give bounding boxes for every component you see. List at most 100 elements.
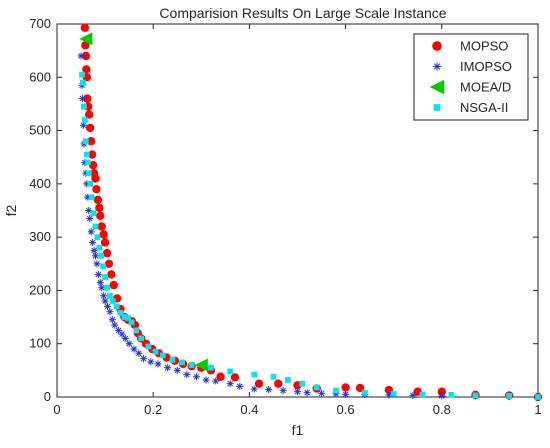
data-point [89, 238, 97, 246]
data-point [78, 95, 86, 103]
data-point [140, 355, 148, 363]
data-point [106, 308, 114, 316]
data-point [419, 391, 426, 398]
data-point [117, 309, 124, 316]
data-point [100, 263, 107, 270]
data-point [96, 278, 104, 286]
series-moea-d [79, 32, 208, 372]
data-point [361, 389, 368, 396]
data-point [86, 214, 94, 222]
legend-marker [429, 79, 445, 95]
data-point [81, 103, 87, 110]
data-point [285, 377, 291, 383]
data-point [80, 79, 86, 86]
data-point [87, 150, 97, 159]
data-point [159, 352, 166, 359]
data-point [97, 222, 106, 231]
data-point [104, 302, 112, 310]
data-point [313, 384, 320, 391]
data-point [107, 270, 116, 279]
y-tick-label: 600 [29, 69, 51, 84]
data-point [111, 321, 119, 329]
data-point [91, 174, 100, 183]
data-point [135, 349, 143, 357]
plot-frame [56, 23, 539, 398]
data-point [85, 110, 94, 119]
data-point [93, 260, 101, 268]
data-point [98, 252, 105, 259]
data-point [227, 368, 234, 375]
data-point [147, 358, 155, 366]
data-point [270, 373, 277, 380]
data-point [121, 314, 128, 320]
data-point [90, 246, 98, 254]
data-point [250, 385, 258, 393]
data-point [82, 138, 89, 145]
y-tick-label: 500 [29, 123, 51, 138]
data-point [133, 327, 140, 334]
data-point [318, 389, 326, 397]
data-point [128, 319, 135, 326]
data-point [83, 180, 91, 188]
data-point [87, 180, 94, 187]
data-point [390, 390, 397, 397]
data-point [82, 65, 91, 74]
data-point [179, 359, 185, 366]
data-point [107, 292, 113, 299]
data-point [104, 284, 110, 291]
data-point [96, 211, 105, 221]
data-point [341, 383, 350, 392]
data-point [94, 234, 101, 241]
data-point [125, 315, 132, 322]
data-point [192, 373, 200, 381]
y-tick-label: 100 [29, 336, 51, 351]
data-point [183, 371, 191, 379]
data-point [104, 259, 114, 268]
data-point [121, 334, 129, 342]
series-imopso [77, 52, 542, 401]
data-point [385, 391, 393, 399]
data-point [101, 297, 109, 305]
data-points [77, 23, 543, 402]
data-point [118, 330, 126, 338]
data-point [93, 195, 103, 205]
data-point [96, 244, 103, 251]
data-point [173, 366, 181, 374]
y-tick-label: 0 [44, 389, 51, 404]
data-point [506, 393, 513, 399]
data-point [194, 358, 208, 372]
data-point [92, 223, 99, 230]
data-point [80, 23, 90, 32]
x-axis-label: f1 [292, 422, 304, 438]
series-nsga-ii [79, 71, 541, 400]
data-point [113, 303, 120, 310]
data-point [95, 203, 104, 213]
data-point [125, 340, 133, 348]
data-point [102, 274, 108, 280]
data-point [254, 379, 264, 388]
data-point [145, 343, 152, 350]
x-tick-label: 0.4 [240, 402, 258, 417]
legend-label: IMOPSO [460, 59, 512, 74]
data-point [92, 184, 101, 194]
legend-marker [432, 62, 442, 71]
data-point [212, 377, 220, 385]
data-point [226, 380, 234, 388]
data-point [100, 292, 108, 300]
data-point [230, 373, 240, 382]
data-point [77, 52, 85, 60]
data-point [152, 348, 159, 355]
data-point [299, 380, 306, 387]
x-tick-label: 0.8 [433, 402, 451, 417]
data-point [99, 230, 108, 239]
axis-ticks: 0 0.2 0.4 0.6 0.8 1 0 100 200 300 400 500 600 700 [29, 16, 541, 417]
data-point [409, 391, 417, 399]
data-point [85, 123, 95, 133]
data-point [94, 270, 102, 278]
data-point [535, 394, 541, 400]
data-point [138, 335, 145, 342]
y-tick-label: 400 [29, 176, 51, 191]
legend-label: MOPSO [460, 39, 508, 54]
data-point [279, 387, 287, 395]
